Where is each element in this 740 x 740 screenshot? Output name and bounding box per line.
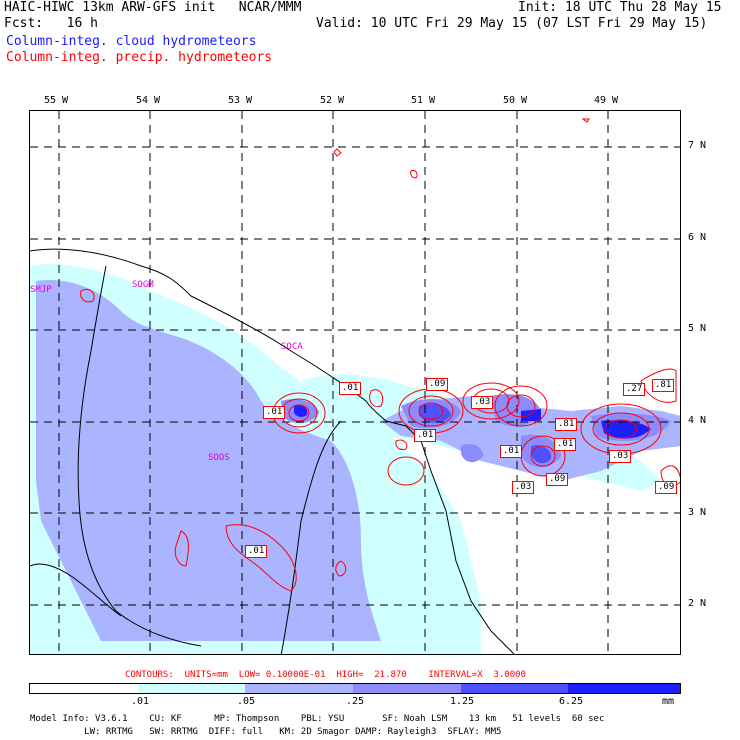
colorbar-units: mm (662, 696, 675, 707)
station-label: SOGM (132, 280, 154, 290)
lat-label: 3 N (688, 507, 707, 518)
contour-label: .01 (339, 382, 362, 395)
colorbar-tick: .25 (346, 696, 365, 707)
contour-label: .03 (512, 481, 535, 494)
colorbar-tick: .05 (237, 696, 256, 707)
lon-label: 55 W (44, 95, 69, 106)
colorbar-tick: .01 (131, 696, 150, 707)
init-time: Init: 18 UTC Thu 28 May 15 (518, 0, 722, 15)
contour-label: .27 (623, 383, 646, 396)
colorbar-bin (353, 684, 461, 693)
colorbar-bin (137, 684, 246, 693)
lon-label: 49 W (594, 95, 619, 106)
map-svg (30, 111, 680, 654)
station-label: SOOS (208, 453, 230, 463)
title-left: HAIC-HIWC 13km ARW-GFS init NCAR/MMM (4, 0, 302, 15)
contour-label: .09 (426, 378, 449, 391)
lon-label: 52 W (320, 95, 345, 106)
station-label: SOCA (281, 342, 303, 352)
contour-label: .03 (471, 396, 494, 409)
lat-label: 2 N (688, 598, 707, 609)
lat-label: 4 N (688, 415, 707, 426)
contour-label: .01 (414, 429, 437, 442)
contour-label: .09 (546, 473, 569, 486)
cloud-fill-core (294, 403, 651, 464)
contour-info: CONTOURS: UNITS=mm LOW= 0.10000E-01 HIGH… (125, 670, 526, 680)
contour-label: .81 (555, 418, 578, 431)
lon-label: 54 W (136, 95, 161, 106)
contour-label: .01 (500, 445, 523, 458)
precip-legend: Column-integ. precip. hydrometeors (6, 50, 273, 65)
contour-label: .09 (655, 481, 678, 494)
lat-lon-grid (30, 111, 680, 654)
station-label: SMJP (30, 285, 52, 295)
valid-time: Valid: 10 UTC Fri 29 May 15 (07 LST Fri … (316, 16, 708, 31)
contour-label: .81 (652, 379, 675, 392)
contour-label: .01 (554, 438, 577, 451)
coastline (30, 248, 515, 654)
colorbar-tick: 1.25 (450, 696, 475, 707)
colorbar-bin (460, 684, 569, 693)
model-info-line2: LW: RRTMG SW: RRTMG DIFF: full KM: 2D Sm… (30, 727, 502, 737)
colorbar-bin (568, 684, 681, 693)
lon-label: 50 W (503, 95, 528, 106)
lon-label: 51 W (411, 95, 436, 106)
contour-label: .01 (263, 406, 286, 419)
colorbar-bin (245, 684, 354, 693)
cloud-legend: Column-integ. cloud hydrometeors (6, 34, 257, 49)
model-info-line1: Model Info: V3.6.1 CU: KF MP: Thompson P… (30, 714, 605, 724)
colorbar-bin (30, 684, 138, 693)
colorbar (29, 683, 681, 694)
forecast-hour: Fcst: 16 h (4, 16, 98, 31)
contour-label: .01 (245, 545, 268, 558)
lat-label: 7 N (688, 140, 707, 151)
map-panel: SMJP SOGM SOCA SOOS .01 .01 .09 .03 .81 … (29, 110, 681, 655)
lat-label: 5 N (688, 323, 707, 334)
contour-label: .03 (609, 450, 632, 463)
lat-label: 6 N (688, 232, 707, 243)
lon-label: 53 W (228, 95, 253, 106)
colorbar-tick: 6.25 (559, 696, 584, 707)
